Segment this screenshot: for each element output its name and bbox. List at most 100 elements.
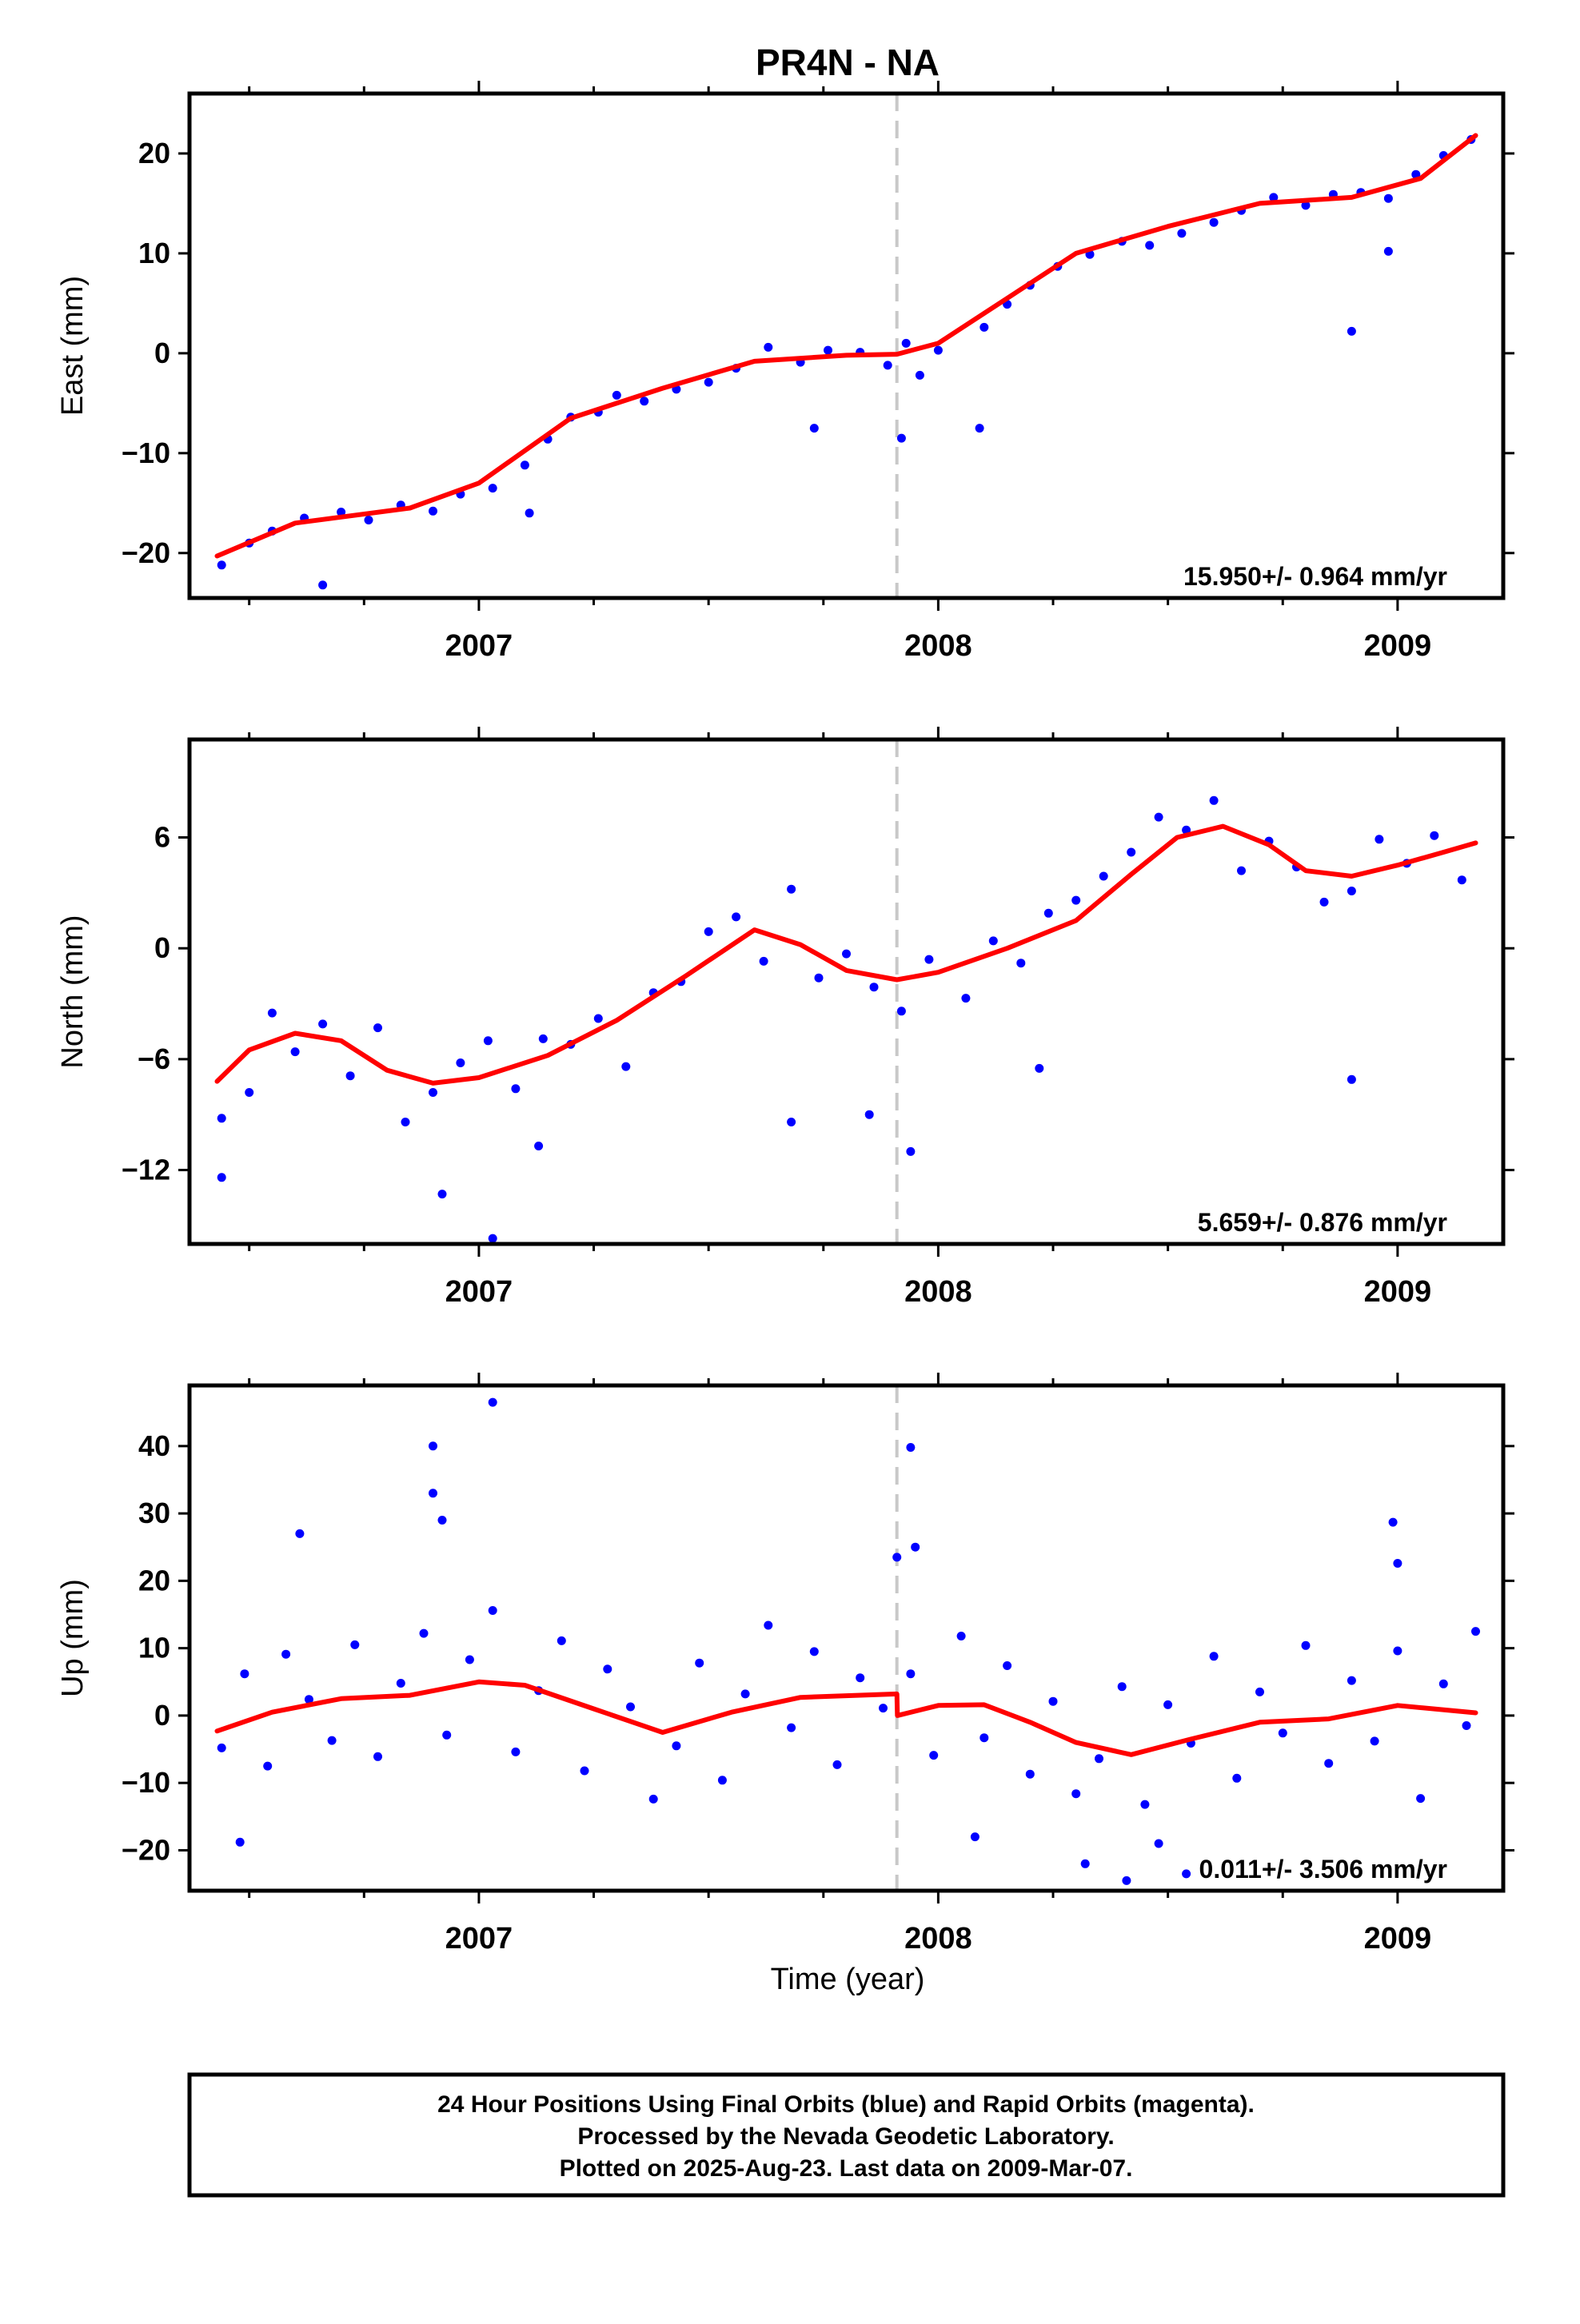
up-point xyxy=(217,1743,226,1752)
up-y-tick-label: −20 xyxy=(122,1833,170,1866)
north-point xyxy=(1127,847,1136,857)
up-point xyxy=(465,1655,474,1664)
up-outlier-point xyxy=(235,1837,245,1847)
up-point xyxy=(856,1673,865,1683)
north-point xyxy=(217,1114,226,1123)
east-y-tick-label: 20 xyxy=(138,137,170,169)
up-point xyxy=(442,1730,452,1740)
up-point xyxy=(832,1760,842,1769)
east-panel: −20 −10 0 10 20 2007 2008 2009 East (mm) 15.950+/… xyxy=(56,81,1514,663)
x-axis-label: Time (year) xyxy=(771,1963,925,1996)
footer-line-3: Plotted on 2025-Aug-23. Last data on 200… xyxy=(560,2155,1133,2182)
up-point xyxy=(240,1669,249,1679)
up-y-tick-label: 0 xyxy=(154,1699,170,1732)
east-x-tick-label: 2008 xyxy=(904,629,972,663)
north-point xyxy=(961,994,971,1003)
north-point xyxy=(869,983,879,992)
up-outlier-point xyxy=(429,1489,437,1498)
north-point xyxy=(429,1088,437,1097)
east-y-tick-label: 10 xyxy=(138,237,170,269)
east-outlier-point xyxy=(525,508,534,518)
up-point xyxy=(809,1647,819,1656)
up-outlier-point xyxy=(911,1542,920,1552)
north-x-tick-label: 2007 xyxy=(445,1275,513,1309)
north-point xyxy=(732,912,741,922)
up-point xyxy=(1370,1736,1379,1746)
up-point xyxy=(350,1640,360,1649)
up-y-tick-label: −10 xyxy=(122,1766,170,1799)
up-point xyxy=(1095,1754,1103,1764)
up-point xyxy=(1416,1794,1426,1804)
north-outlier-point xyxy=(534,1142,544,1150)
east-outlier-point xyxy=(809,424,819,433)
up-plot-frame xyxy=(187,1383,1506,1893)
up-outlier-point xyxy=(1471,1627,1480,1636)
up-point xyxy=(580,1766,589,1776)
east-point xyxy=(429,506,437,516)
east-outlier-point xyxy=(975,424,984,433)
north-point xyxy=(1071,895,1081,905)
up-point xyxy=(956,1632,966,1640)
up-point xyxy=(764,1620,773,1630)
north-outlier-point xyxy=(787,1118,796,1126)
north-point xyxy=(456,1058,465,1067)
north-point xyxy=(924,955,934,964)
north-model-curve xyxy=(214,823,1478,1086)
up-point xyxy=(396,1679,405,1688)
east-point xyxy=(217,560,226,570)
up-y-tick-label: 10 xyxy=(138,1632,170,1664)
north-y-tick-label: 0 xyxy=(154,931,170,964)
up-point xyxy=(1232,1773,1242,1783)
up-outlier-point xyxy=(892,1553,902,1562)
north-outlier-point xyxy=(217,1173,226,1182)
north-point xyxy=(842,949,851,959)
north-y-tick-label: −12 xyxy=(122,1154,170,1186)
north-point xyxy=(401,1118,410,1126)
east-point xyxy=(883,361,892,370)
up-y-tick-label: 40 xyxy=(138,1429,170,1462)
up-point xyxy=(1025,1769,1035,1779)
east-point xyxy=(337,508,346,516)
up-point xyxy=(1347,1676,1356,1685)
up-x-tick-label: 2009 xyxy=(1364,1922,1432,1955)
up-point xyxy=(419,1628,429,1638)
north-rate-label: 5.659+/- 0.876 mm/yr xyxy=(1198,1208,1447,1237)
east-plot-frame xyxy=(187,91,1506,600)
up-outlier-point xyxy=(1393,1559,1402,1568)
up-point xyxy=(1003,1661,1012,1670)
north-point xyxy=(621,1062,631,1071)
north-point xyxy=(245,1088,254,1097)
up-point xyxy=(263,1761,273,1771)
north-point xyxy=(1154,812,1163,822)
up-point xyxy=(1163,1700,1173,1709)
up-point xyxy=(672,1741,681,1751)
up-panel: −20 −10 0 10 20 30 40 2007 2008 2009 Up (mm) 0.011+… xyxy=(56,1373,1514,1955)
north-point xyxy=(373,1023,382,1033)
north-y-axis-label: North (mm) xyxy=(56,915,90,1068)
east-outlier-point xyxy=(896,433,906,443)
north-point xyxy=(787,884,796,894)
up-point xyxy=(603,1664,612,1674)
up-outlier-point xyxy=(429,1441,437,1451)
up-point xyxy=(740,1689,750,1699)
north-point xyxy=(1457,875,1466,885)
north-panel: −12 −6 0 6 2007 2008 2009 North (mm) 5.659+/- 0.… xyxy=(56,727,1514,1309)
up-point xyxy=(695,1658,704,1668)
up-point xyxy=(1209,1652,1219,1661)
east-model-curve xyxy=(214,133,1478,559)
up-point xyxy=(717,1776,727,1785)
north-point xyxy=(1430,831,1439,840)
footer-line-1: 24 Hour Positions Using Final Orbits (bl… xyxy=(437,2091,1255,2118)
east-outlier-point xyxy=(1347,326,1356,336)
up-point xyxy=(304,1695,313,1704)
up-outlier-point xyxy=(1080,1859,1090,1868)
up-outlier-point xyxy=(970,1832,980,1842)
up-outlier-point xyxy=(437,1516,447,1525)
north-outlier-point xyxy=(488,1234,497,1243)
figure-title: PR4N - NA xyxy=(756,42,940,83)
north-point xyxy=(1209,795,1219,805)
up-point xyxy=(1324,1759,1334,1768)
up-x-tick-label: 2008 xyxy=(904,1922,972,1955)
north-x-tick-label: 2008 xyxy=(904,1275,972,1309)
north-point xyxy=(1347,887,1356,895)
